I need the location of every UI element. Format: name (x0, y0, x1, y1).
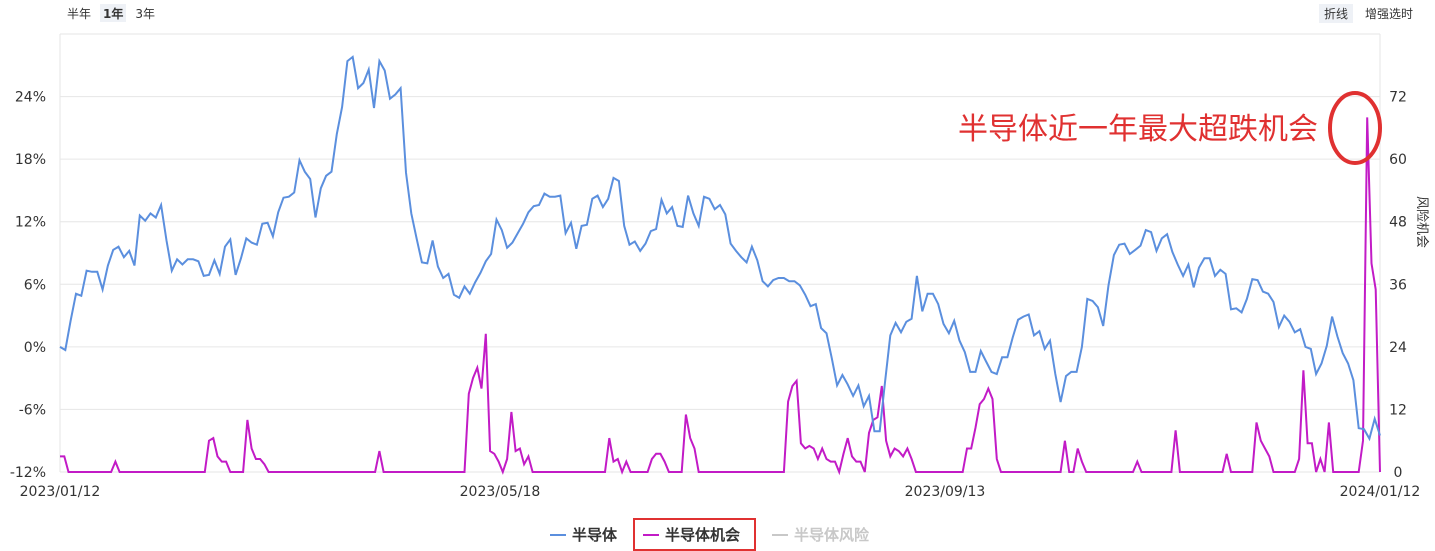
y-left-tick-label: -6% (19, 402, 46, 418)
y-axis-left: 24% 18% 12% 6% 0% -6% -12% (10, 90, 46, 481)
legend-label-semiconductor-opportunity: 半导体机会 (665, 526, 741, 544)
annotation-text: 半导体近一年最大超跌机会 (958, 112, 1318, 147)
y-right-tick-label: 24 (1389, 340, 1407, 356)
series-line-semiconductor (59, 55, 1381, 442)
legend-label-semiconductor: 半导体 (572, 526, 618, 544)
series-line-semiconductor-opportunity (60, 117, 1381, 476)
x-axis: 2023/01/12 2023/05/18 2023/09/13 2024/01/12 (20, 484, 1421, 500)
line-chart-button[interactable]: 折线 (1318, 4, 1353, 23)
y-right-tick-label: 36 (1389, 277, 1407, 293)
legend-label-semiconductor-risk: 半导体风险 (794, 526, 870, 544)
legend-swatch-semiconductor-opportunity (643, 533, 660, 536)
x-tick-label: 2023/01/12 (20, 484, 101, 500)
period-tab-half-year[interactable]: 半年 (67, 7, 92, 21)
highlight-circle (1328, 91, 1382, 165)
period-tab-3-year[interactable]: 3年 (135, 7, 156, 21)
y-axis-right-label: 风险机会 (1414, 196, 1429, 248)
legend: 半导体 半导体机会 半导体风险 (550, 518, 869, 551)
x-tick-label: 2023/09/13 (905, 484, 986, 500)
y-left-tick-label: 6% (24, 277, 46, 293)
period-tab-1-year[interactable]: 1年 (100, 4, 127, 22)
y-left-tick-label: 12% (15, 215, 46, 231)
legend-item-semiconductor-risk[interactable]: 半导体风险 (772, 524, 869, 545)
y-left-tick-label: 18% (15, 152, 46, 168)
chart-toolbar: 折线 增强选时 (1318, 4, 1415, 23)
period-tabs: 半年 1年 3年 (64, 4, 158, 22)
legend-item-semiconductor[interactable]: 半导体 (550, 524, 617, 545)
y-right-tick-label: 72 (1389, 90, 1407, 106)
y-axis-right: 72 60 48 36 24 12 0 (1389, 90, 1407, 481)
legend-swatch-semiconductor-risk (772, 533, 789, 536)
enhanced-timing-button[interactable]: 增强选时 (1364, 7, 1413, 21)
y-right-tick-label: 12 (1389, 402, 1407, 418)
y-right-tick-label: 0 (1394, 465, 1403, 481)
legend-item-semiconductor-opportunity[interactable]: 半导体机会 (633, 518, 757, 551)
legend-swatch-semiconductor (550, 533, 566, 536)
grid-lines (59, 33, 1381, 473)
x-tick-label: 2023/05/18 (460, 484, 541, 500)
y-right-tick-label: 48 (1389, 215, 1407, 231)
y-left-tick-label: 24% (15, 90, 46, 106)
y-left-tick-label: -12% (10, 465, 46, 481)
y-left-tick-label: 0% (24, 340, 46, 356)
x-tick-label: 2024/01/12 (1340, 484, 1421, 500)
y-right-tick-label: 60 (1389, 152, 1407, 168)
